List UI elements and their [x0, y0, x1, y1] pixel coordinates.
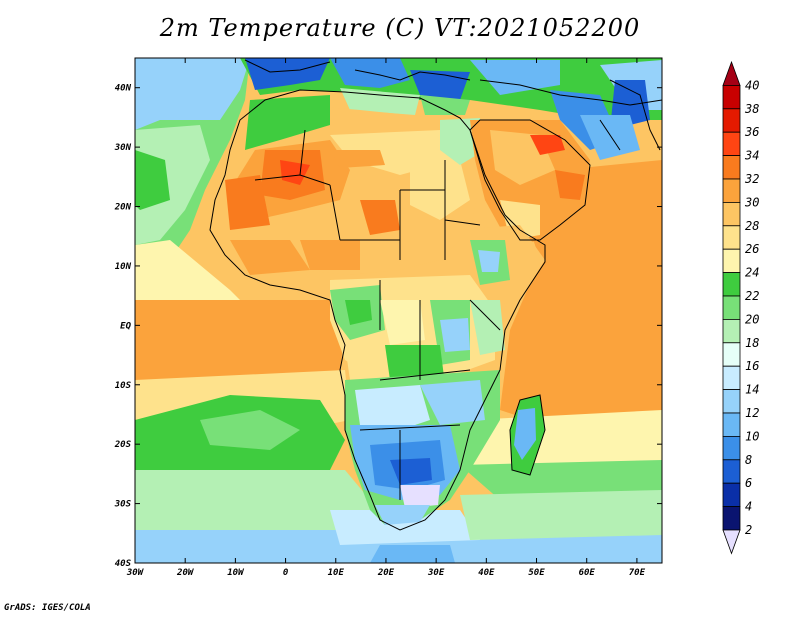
colorbar-label: 4: [745, 500, 752, 514]
lon-tick-label: 20W: [176, 568, 195, 578]
map-boundaries: [209, 59, 663, 531]
latitude-axis: 40N 30N 20N 10N EQ 10S 20S 30S 40S: [114, 84, 662, 569]
colorbar-swatch: [722, 248, 741, 273]
lon-tick-label: 30W: [126, 568, 145, 578]
colorbar-label: 26: [745, 242, 759, 256]
colorbar-label: 30: [744, 195, 759, 209]
colorbar-label: 24: [745, 266, 759, 280]
colorbar-swatch: [722, 459, 741, 484]
lat-tick-label: 10S: [115, 381, 132, 391]
colorbar-label: 10: [745, 429, 759, 443]
colorbar-swatch: [722, 60, 741, 86]
colorbar-label: 32: [744, 172, 759, 186]
colorbar: 40 38 36 34 32 30 28 26 24 22 20 18 16 14 12 10 8 6 4 2: [722, 60, 759, 555]
colorbar-swatch: [722, 389, 741, 414]
colorbar-swatch: [722, 318, 741, 344]
colorbar-swatch: [722, 108, 741, 133]
colorbar-label: 28: [745, 219, 759, 233]
colorbar-label: 36: [744, 125, 759, 139]
colorbar-label: 16: [745, 359, 759, 373]
colorbar-swatch: [722, 201, 741, 227]
lat-tick-label: EQ: [120, 321, 131, 331]
map-title: 2m Temperature (C) VT:2021052200: [159, 14, 641, 42]
grads-credit: GrADS: IGES/COLA: [4, 603, 91, 613]
colorbar-label: 18: [745, 336, 759, 350]
lon-tick-label: 10E: [328, 568, 345, 578]
colorbar-swatch: [722, 342, 741, 367]
map-field: [135, 58, 662, 563]
colorbar-swatch: [722, 131, 741, 156]
colorbar-swatch: [722, 365, 741, 391]
colorbar-label: 6: [745, 476, 752, 490]
colorbar-swatch: [722, 506, 741, 531]
lat-tick-label: 20S: [114, 440, 132, 450]
lat-tick-label: 40S: [115, 559, 132, 569]
colorbar-swatch: [722, 482, 741, 508]
lat-tick-label: 10N: [115, 262, 132, 272]
colorbar-swatch: [722, 155, 741, 180]
lon-tick-label: 50E: [528, 568, 545, 578]
colorbar-label: 12: [745, 406, 759, 420]
lon-tick-label: 70E: [629, 568, 646, 578]
colorbar-label: 40: [745, 78, 759, 92]
colorbar-swatch: [722, 529, 741, 555]
colorbar-swatch: [722, 225, 741, 250]
colorbar-swatch: [722, 85, 741, 110]
lat-tick-label: 30S: [114, 500, 132, 510]
lon-tick-label: 20E: [377, 568, 395, 578]
map-frame: [134, 57, 663, 564]
longitude-axis: 30W 20W 10W 0 10E 20E 30E 40E 50E 60E 70E: [126, 58, 646, 578]
lat-tick-label: 30N: [114, 143, 132, 153]
colorbar-swatch: [722, 295, 741, 320]
colorbar-label: 34: [744, 149, 759, 163]
colorbar-swatch: [722, 272, 741, 297]
lon-tick-label: 0: [283, 568, 289, 578]
lon-tick-label: 40E: [478, 568, 495, 578]
colorbar-label: 38: [744, 102, 759, 116]
lon-tick-label: 30E: [427, 568, 445, 578]
colorbar-swatch: [722, 412, 741, 437]
colorbar-label: 22: [745, 289, 759, 303]
colorbar-swatch: [722, 435, 741, 461]
colorbar-label: 14: [745, 383, 759, 397]
lon-tick-label: 60E: [579, 568, 596, 578]
lat-tick-label: 40N: [115, 84, 132, 94]
colorbar-label: 2: [745, 523, 752, 537]
lat-tick-label: 20N: [114, 203, 132, 213]
colorbar-label: 20: [745, 312, 759, 326]
lon-tick-label: 10W: [227, 568, 245, 578]
colorbar-swatch: [722, 178, 741, 203]
colorbar-label: 8: [745, 453, 752, 467]
